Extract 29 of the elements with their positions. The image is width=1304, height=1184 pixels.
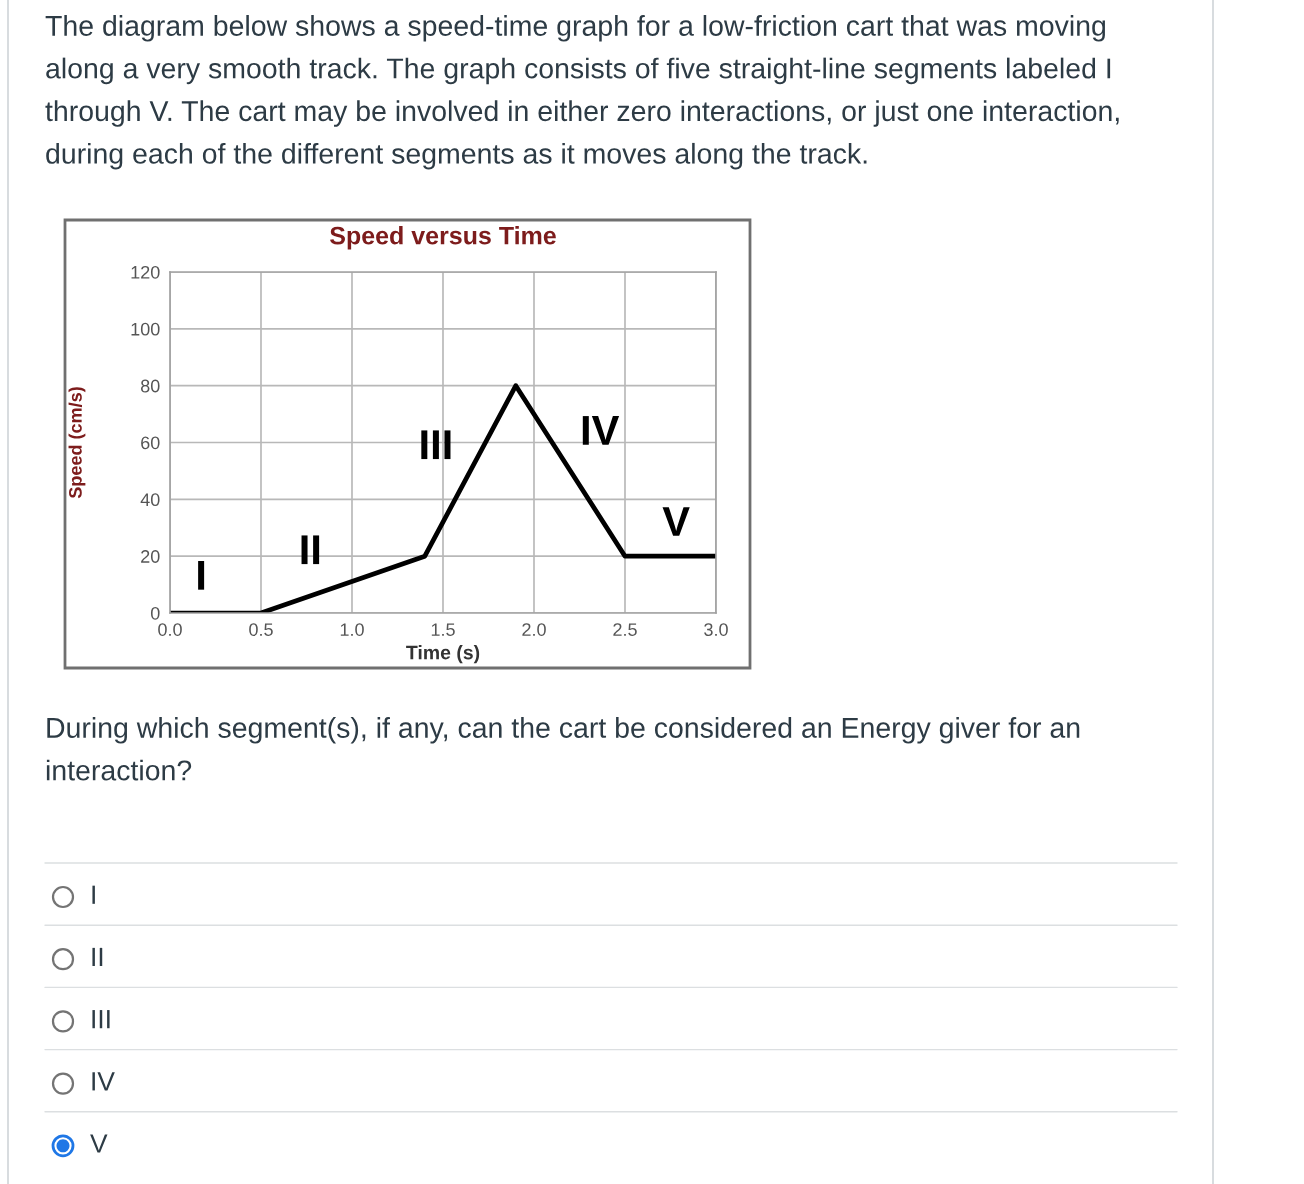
text: The diagram below shows a speed-time graph for a low-friction cart that was moving along a very smooth track. The graph consists of five straight-line segments labeled I through V. The cart may be involved in either zero interactions, or just one interaction, during each of the different segments as it moves along the track. xyxy=(45,15,1119,170)
y-tick-label: 40 xyxy=(140,493,160,507)
text: IV xyxy=(92,1072,115,1091)
text: I xyxy=(92,885,95,904)
annotation: II xyxy=(301,535,320,565)
text: II xyxy=(92,947,103,967)
text: V xyxy=(90,1134,108,1153)
y-tick-label: 60 xyxy=(141,436,160,450)
text: During which segment(s), if any, can the cart be considered an Energy giver for an interaction? xyxy=(46,717,1080,781)
x-tick-label: 1.0 xyxy=(340,623,364,636)
x-tick-label: 2.0 xyxy=(522,623,546,636)
y-tick-label: 0 xyxy=(150,606,160,620)
x-tick-label: 0.0 xyxy=(158,623,182,636)
annotation: V xyxy=(662,507,690,536)
y-tick-label: 20 xyxy=(141,550,160,563)
chart-title: Speed versus Time xyxy=(330,226,556,250)
y-axis-title: Speed (cm/s) xyxy=(68,387,86,499)
x-axis-title: Time (s) xyxy=(406,645,480,664)
y-tick-label: 120 xyxy=(131,265,160,279)
x-tick-label: 2.5 xyxy=(613,623,637,636)
y-tick-label: 100 xyxy=(131,322,160,336)
x-tick-label: 1.5 xyxy=(431,623,455,636)
annotation: I xyxy=(198,561,205,590)
x-tick-label: 0.5 xyxy=(249,623,273,636)
annotation: IV xyxy=(582,416,620,445)
y-tick-label: 80 xyxy=(140,379,160,393)
text: III xyxy=(92,1010,110,1029)
annotation: III xyxy=(421,430,451,460)
x-tick-label: 3.0 xyxy=(704,623,728,636)
